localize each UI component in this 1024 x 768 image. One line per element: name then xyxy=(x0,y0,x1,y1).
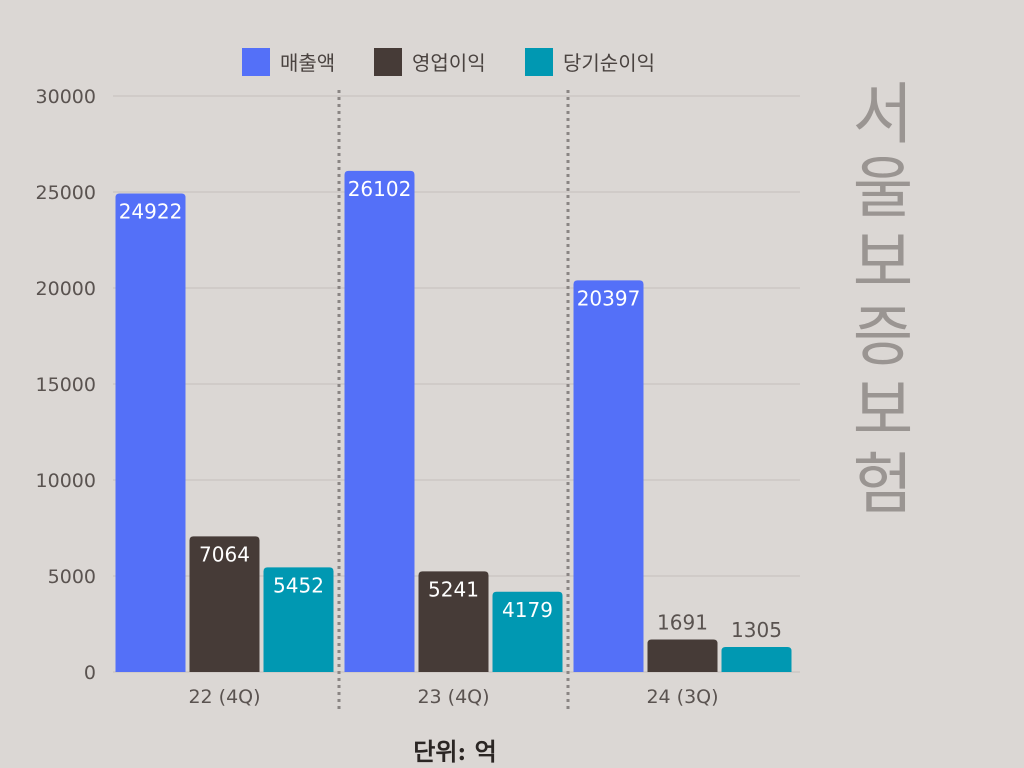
group-separators xyxy=(337,90,570,712)
bars xyxy=(115,170,792,672)
data-label: 20397 xyxy=(577,286,641,310)
unit-note: 단위: 억 xyxy=(413,737,496,766)
legend: 매출액 영업이익 당기순이익 xyxy=(242,48,655,76)
legend-swatch xyxy=(525,48,553,76)
y-tick-label: 30000 xyxy=(36,86,96,108)
data-label: 7064 xyxy=(199,542,250,566)
legend-swatch xyxy=(242,48,270,76)
data-label: 5452 xyxy=(273,573,324,597)
y-tick-label: 5000 xyxy=(48,566,96,588)
y-tick-label: 10000 xyxy=(36,470,96,492)
x-tick-label: 22 (4Q) xyxy=(188,686,260,708)
bar-2-2 xyxy=(418,571,489,672)
bar-1-2 xyxy=(344,170,415,672)
y-tick-label: 0 xyxy=(84,662,96,684)
bar-3-1 xyxy=(263,567,334,672)
y-tick-label: 15000 xyxy=(36,374,96,396)
data-label: 4179 xyxy=(502,598,553,622)
legend-label: 당기순이익 xyxy=(563,51,655,75)
bar-3-3 xyxy=(721,646,792,672)
data-labels: 24922 7064 5452 26102 5241 4179 20397 1691 1305 xyxy=(119,177,782,642)
y-axis: 0 5000 10000 15000 20000 25000 30000 xyxy=(36,86,96,684)
bar-1-3 xyxy=(573,280,644,672)
bar-3-2 xyxy=(492,591,563,672)
bar-2-1 xyxy=(189,536,260,672)
x-axis: 22 (4Q) 23 (4Q) 24 (3Q) xyxy=(188,686,718,708)
data-label: 26102 xyxy=(348,177,412,201)
data-label: 1691 xyxy=(657,611,708,635)
bar-2-3 xyxy=(647,639,718,672)
legend-label: 영업이익 xyxy=(412,51,486,75)
legend-label: 매출액 xyxy=(280,51,335,75)
y-tick-label: 20000 xyxy=(36,278,96,300)
y-tick-label: 25000 xyxy=(36,182,96,204)
data-label: 24922 xyxy=(119,199,183,223)
x-tick-label: 23 (4Q) xyxy=(417,686,489,708)
x-tick-label: 24 (3Q) xyxy=(646,686,718,708)
legend-swatch xyxy=(374,48,402,76)
data-label: 5241 xyxy=(428,577,479,601)
data-label: 1305 xyxy=(731,618,782,642)
bar-1-1 xyxy=(115,193,186,672)
